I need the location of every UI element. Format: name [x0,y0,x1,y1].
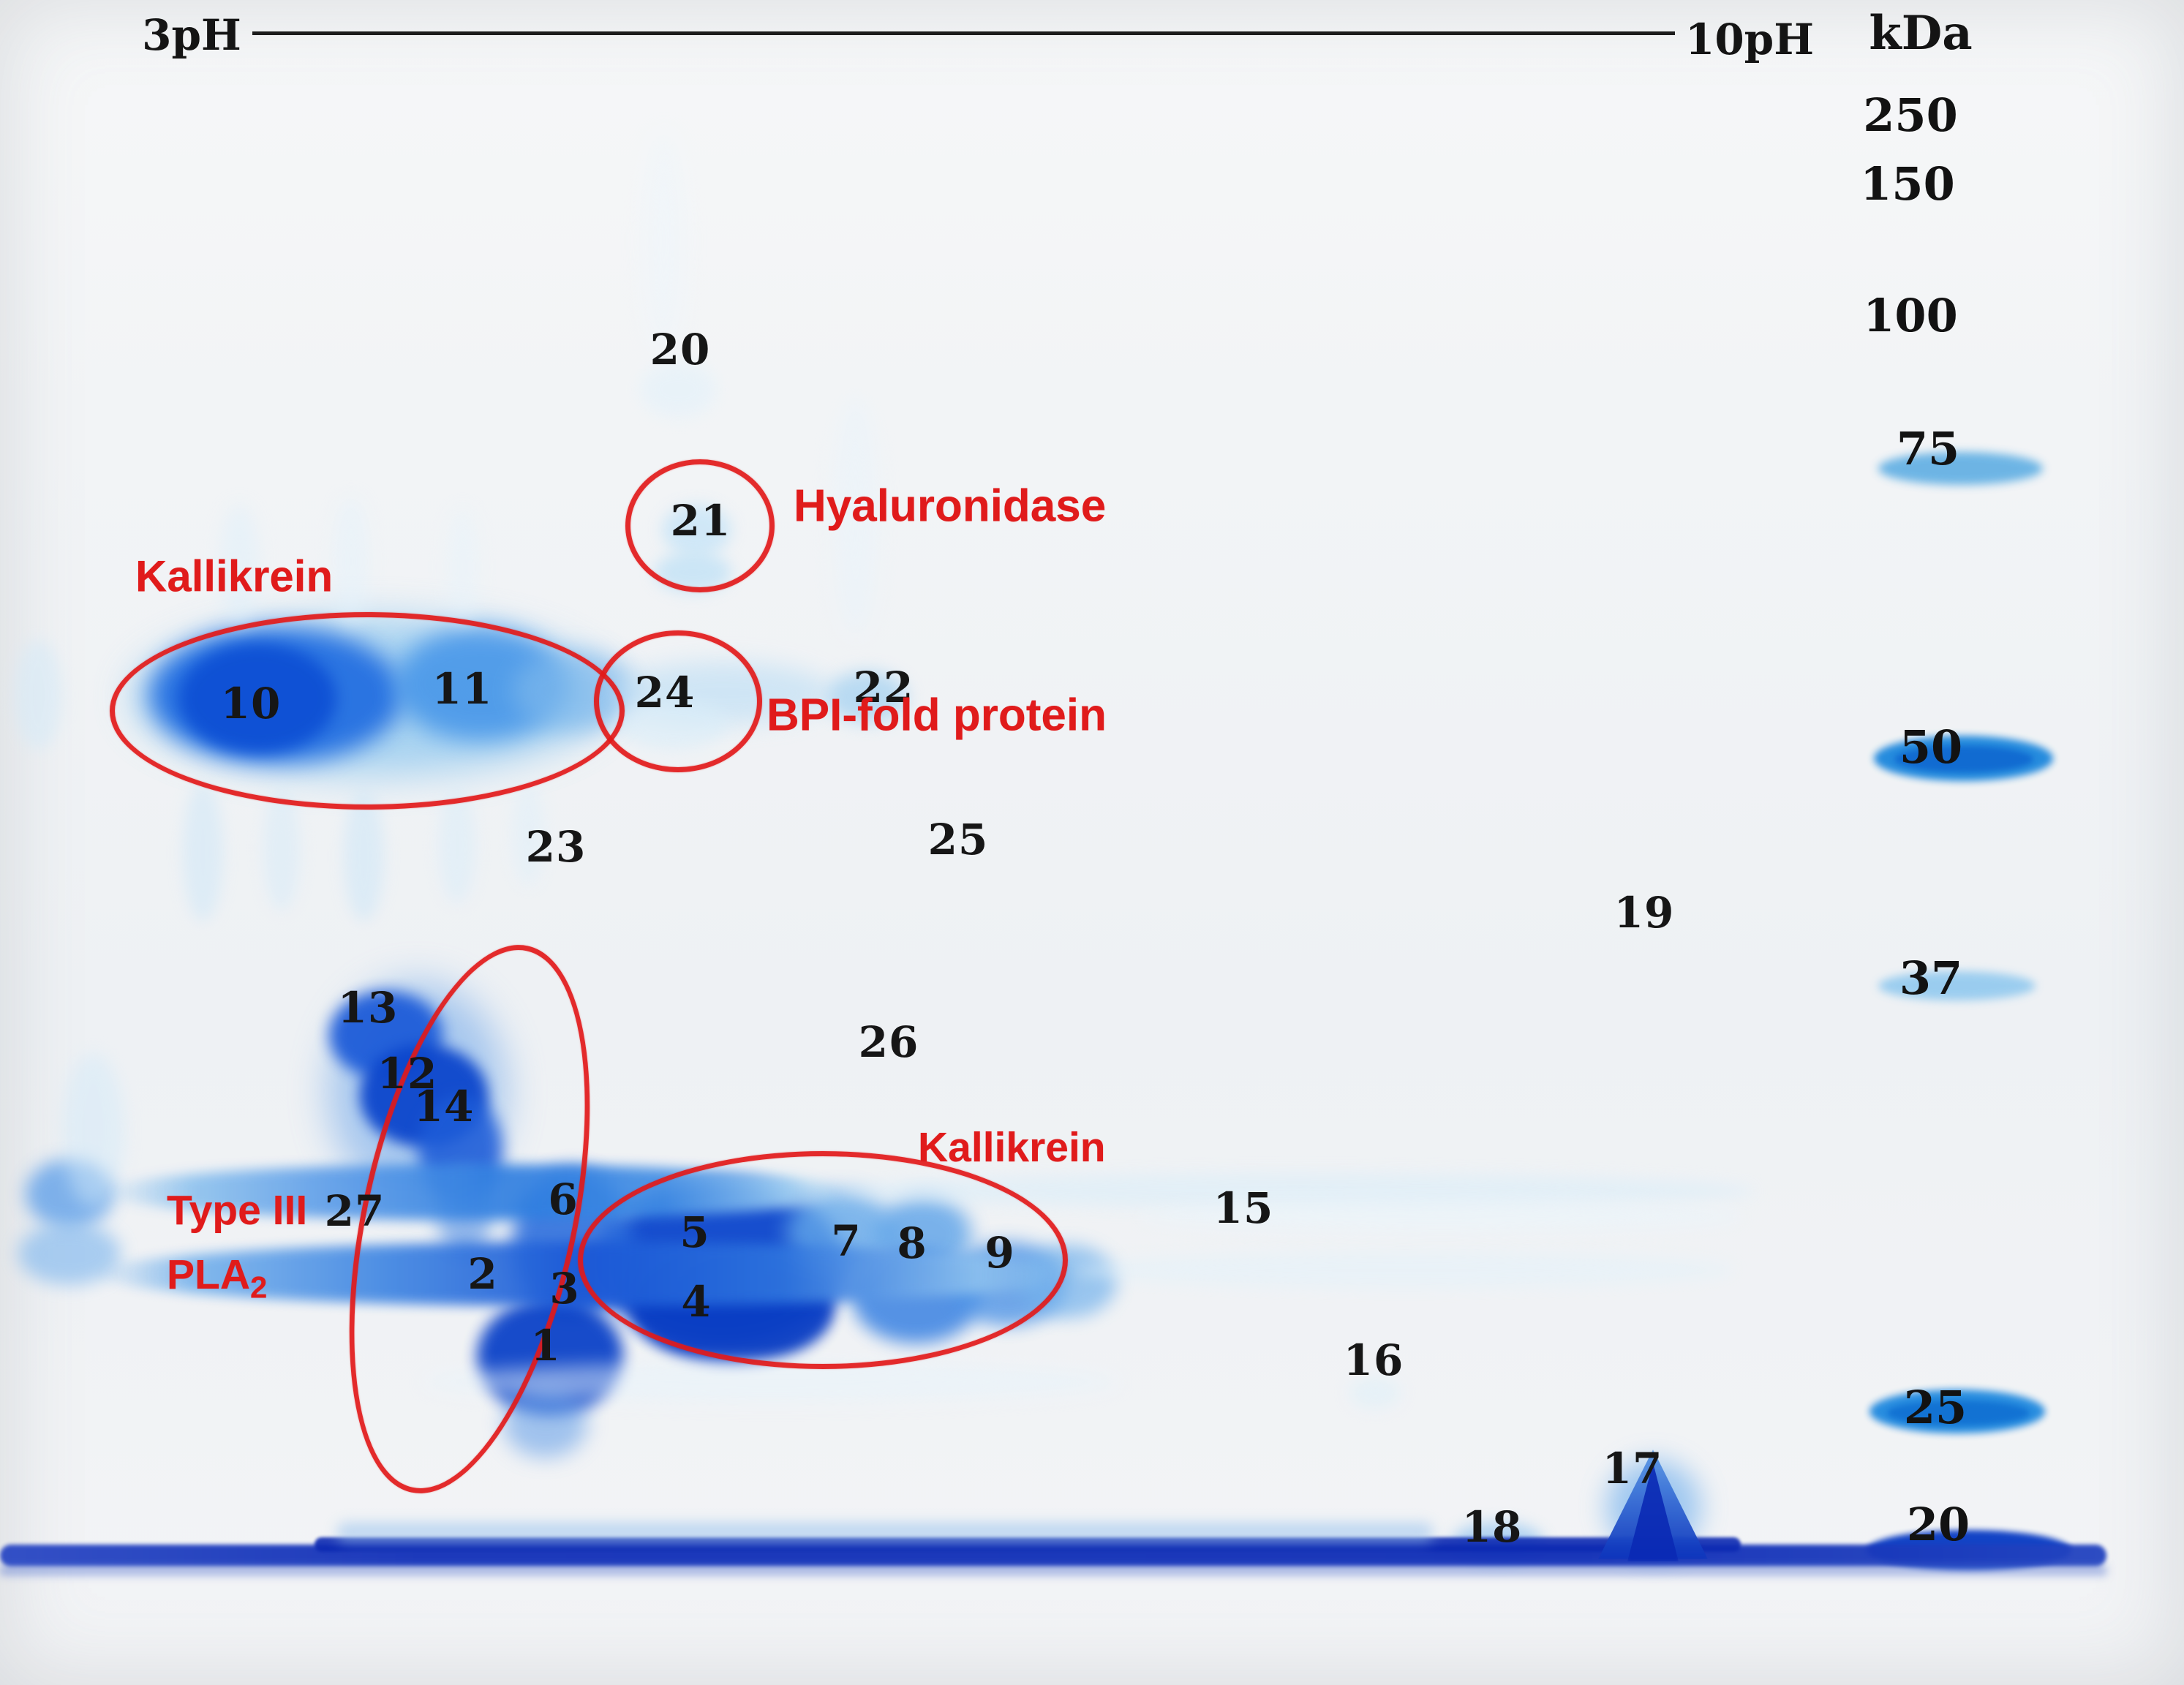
ph-label-left: 3pH [142,10,241,60]
spot-label-3: 3 [549,1264,580,1313]
gel-stain-blob [183,783,223,921]
gel-stain-blob [826,671,907,723]
running-front-fringe [336,1523,1434,1542]
spot-label-24: 24 [634,668,696,717]
ph-axis-line [252,31,1675,35]
spot-label-26: 26 [858,1017,919,1067]
annotation-circle-spot-24 [594,630,762,772]
spot-label-25: 25 [927,815,989,864]
mw-marker-250: 250 [1863,88,1958,142]
running-front-shadow [0,1565,2106,1575]
spot-label-16: 16 [1343,1335,1404,1385]
spot-label-7: 7 [831,1216,862,1266]
gel-stain-blob [62,1053,124,1207]
spot-label-12: 12 [377,1049,438,1098]
annotation-circle-spot-21 [625,459,775,592]
annotation-text-kallikrein-upper: Kallikrein [135,551,334,601]
mw-band-50-core [1894,746,2033,772]
gel-stain-blob [644,132,684,351]
gel-stain-blob [834,395,878,636]
gel-stain-blob [640,362,717,417]
mw-unit-label: kDa [1869,6,1973,61]
gel-stain-blob [424,1362,1119,1402]
spot-label-17: 17 [1602,1444,1663,1493]
gel-stain-blob [446,508,479,625]
spot-label-14: 14 [413,1082,475,1131]
gel-stain-blob [1075,1252,1733,1289]
annotation-text-type3: Type III [167,1187,308,1234]
gel-stain-blob [1141,1199,1741,1233]
mw-marker-150: 150 [1860,157,1955,211]
spot-label-9: 9 [984,1228,1015,1278]
spot-label-13: 13 [337,983,399,1033]
spot-label-2: 2 [467,1249,498,1299]
annotation-ellipse-kallikrein-lower [578,1151,1068,1369]
annotation-text-kallikrein-lower: Kallikrein [918,1124,1106,1172]
mw-marker-100: 100 [1863,289,1958,342]
spot-label-21: 21 [670,496,731,546]
gel-stain-blob [263,786,300,911]
spot-label-6: 6 [548,1175,579,1224]
mw-marker-75: 75 [1896,422,1960,475]
pla2-subscript: 2 [250,1270,268,1305]
spot-label-27: 27 [324,1186,385,1236]
annotation-text-hyaluronidase: Hyaluronidase [794,480,1107,532]
gel-stain-blob [219,505,260,625]
gel-stain-blob [15,640,62,750]
spot-label-4: 4 [681,1277,712,1327]
spot-label-8: 8 [897,1218,927,1268]
spot-label-5: 5 [679,1207,710,1257]
ph-label-right: 10pH [1684,15,1815,64]
spot-label-11: 11 [432,664,493,714]
spot-label-10: 10 [220,679,282,728]
annotation-text-pla2: PLA2 [167,1251,267,1303]
gel-stain-blob [503,1388,587,1458]
annotation-ellipse-kallikrein-upper [110,612,625,810]
mw-band-25-core [1887,1401,2030,1425]
mw-marker-37: 37 [1899,951,1963,1005]
gel-stain-blob [439,786,475,903]
gel-stain-blob [333,497,369,625]
spot-label-1: 1 [530,1321,561,1371]
spot-label-18: 18 [1461,1502,1523,1552]
annotation-text-bpi-fold: BPI-fold protein [767,690,1107,741]
spot-label-20: 20 [649,325,711,374]
gel-stain-blob [512,783,545,885]
gel-stain-blob [1349,1376,1401,1409]
spot-label-19: 19 [1613,888,1675,938]
mw-marker-20: 20 [1906,1498,1970,1551]
mw-band-37 [1878,971,2036,1000]
gel-stain-blob [344,790,384,921]
spot-label-22: 22 [853,663,914,712]
pla2-main: PLA [167,1251,250,1299]
mw-marker-25: 25 [1903,1381,1968,1434]
mw-band-75 [1878,452,2043,485]
spot-label-15: 15 [1213,1183,1274,1233]
spot-label-23: 23 [525,822,587,872]
mw-marker-50: 50 [1899,720,1963,774]
